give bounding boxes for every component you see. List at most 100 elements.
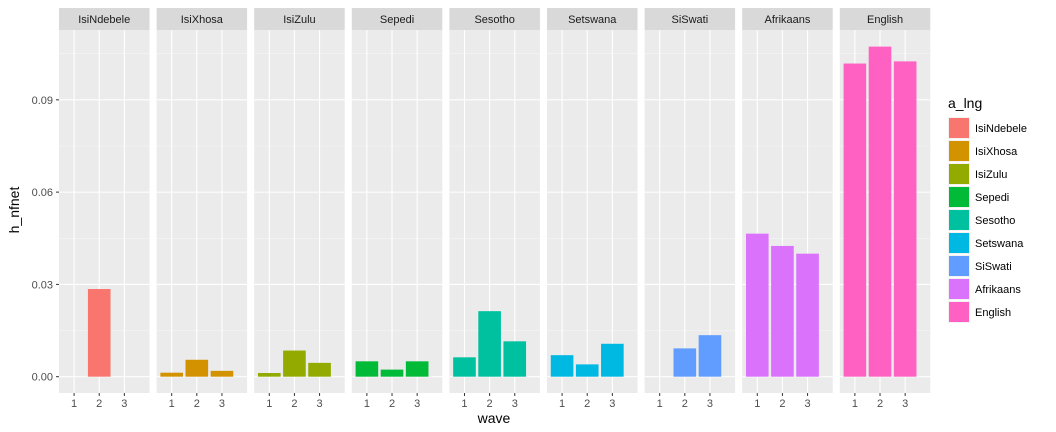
x-tick-label: 1 [657, 398, 663, 410]
facet-panel: IsiNdebele 1 2 3 [59, 8, 150, 410]
legend-item: Sesotho [948, 209, 1015, 231]
x-tick-label: 3 [121, 398, 127, 410]
facet-strip [351, 8, 443, 30]
x-tick-label: 3 [414, 398, 420, 410]
x-tick-label: 3 [609, 398, 615, 410]
legend-item: IsiXhosa [948, 140, 1018, 162]
y-axis-title: h_nfnet [6, 187, 22, 234]
x-tick-label: 2 [682, 398, 688, 410]
bar [185, 359, 209, 377]
legend-key-swatch [949, 302, 969, 322]
bar [87, 289, 111, 377]
bar [868, 46, 892, 377]
x-axis-title: wave [477, 410, 511, 426]
bar [796, 253, 819, 377]
legend-item: Setswana [948, 232, 1024, 254]
facet-strip-label: English [867, 14, 903, 26]
legend-key-swatch [949, 164, 969, 184]
facet-panel: Sesotho 1 2 3 [449, 8, 540, 410]
bar [308, 362, 331, 377]
legend-key-swatch [949, 210, 969, 230]
facet-panel: SiSwati 1 2 3 [644, 8, 736, 410]
x-tick-label: 1 [461, 398, 467, 410]
facet-strip [59, 8, 150, 30]
x-tick-label: 1 [169, 398, 175, 410]
legend-label: IsiXhosa [975, 146, 1018, 158]
facet-strip-label: Setswana [568, 14, 617, 26]
bar [550, 355, 574, 377]
x-tick-label: 2 [194, 398, 200, 410]
legend-label: English [975, 307, 1011, 319]
legend-label: Setswana [975, 238, 1024, 250]
bar [453, 357, 476, 377]
bar [698, 335, 722, 377]
x-tick-label: 3 [219, 398, 225, 410]
legend-label: Afrikaans [975, 284, 1021, 296]
y-tick-label: 0.06 [32, 187, 53, 199]
x-tick-label: 3 [512, 398, 518, 410]
bar [380, 369, 404, 377]
facet-strip [839, 8, 931, 30]
facet-strip-label: Sesotho [474, 14, 514, 26]
bar [893, 61, 917, 377]
bar [503, 341, 527, 377]
x-tick-label: 2 [96, 398, 102, 410]
facet-panel: English 1 2 3 [839, 8, 931, 410]
x-tick-label: 2 [291, 398, 297, 410]
legend-key-swatch [949, 256, 969, 276]
legend-item: SiSwati [948, 255, 1012, 277]
facet-strip [547, 8, 638, 30]
panel-background [644, 30, 736, 393]
legend-key-swatch [949, 233, 969, 253]
legend-title: a_lng [948, 95, 982, 111]
y-tick-label: 0.09 [32, 95, 53, 107]
facet-strip [254, 8, 345, 30]
y-tick-label: 0.00 [32, 372, 53, 384]
facet-strip [742, 8, 833, 30]
facet-panel: IsiXhosa 1 2 3 [156, 8, 248, 410]
x-tick-label: 1 [71, 398, 77, 410]
legend-item: IsiZulu [948, 163, 1007, 185]
legend-label: IsiZulu [975, 169, 1007, 181]
legend: a_lng IsiNdebele IsiXhosa IsiZulu Sepedi Ses… [948, 95, 1027, 323]
facet-strip-label: IsiXhosa [181, 14, 224, 26]
x-tick-label: 1 [852, 398, 858, 410]
facet-panel: IsiZulu 1 2 3 [254, 8, 345, 410]
bar [601, 343, 624, 377]
facet-strip-label: Afrikaans [765, 14, 811, 26]
y-tick-label: 0.03 [32, 279, 53, 291]
bar [283, 350, 306, 377]
x-tick-label: 3 [316, 398, 322, 410]
x-tick-label: 2 [877, 398, 883, 410]
x-tick-label: 3 [902, 398, 908, 410]
panel-background [156, 30, 248, 393]
facet-strip-label: SiSwati [672, 14, 709, 26]
bar [843, 63, 867, 377]
facet-strip [156, 8, 248, 30]
facet-strip [644, 8, 736, 30]
facet-strip-label: Sepedi [380, 14, 414, 26]
legend-key-swatch [949, 279, 969, 299]
bar [745, 233, 769, 377]
y-axis: 0.00 0.03 0.06 0.09 [32, 95, 59, 384]
panel-background [254, 30, 345, 393]
x-tick-label: 3 [707, 398, 713, 410]
panel-background [351, 30, 443, 393]
x-tick-label: 1 [364, 398, 370, 410]
bar [160, 372, 183, 377]
bar [257, 373, 281, 377]
bar [575, 364, 599, 377]
legend-label: SiSwati [975, 261, 1012, 273]
x-tick-label: 2 [487, 398, 493, 410]
x-tick-label: 1 [754, 398, 760, 410]
legend-item: English [948, 301, 1011, 323]
legend-label: IsiNdebele [975, 123, 1027, 135]
legend-item: Afrikaans [948, 278, 1021, 300]
bar [210, 370, 234, 377]
legend-item: IsiNdebele [948, 117, 1027, 139]
x-tick-label: 1 [559, 398, 565, 410]
x-tick-label: 2 [779, 398, 785, 410]
facet-panel: Afrikaans 1 2 3 [742, 8, 833, 410]
